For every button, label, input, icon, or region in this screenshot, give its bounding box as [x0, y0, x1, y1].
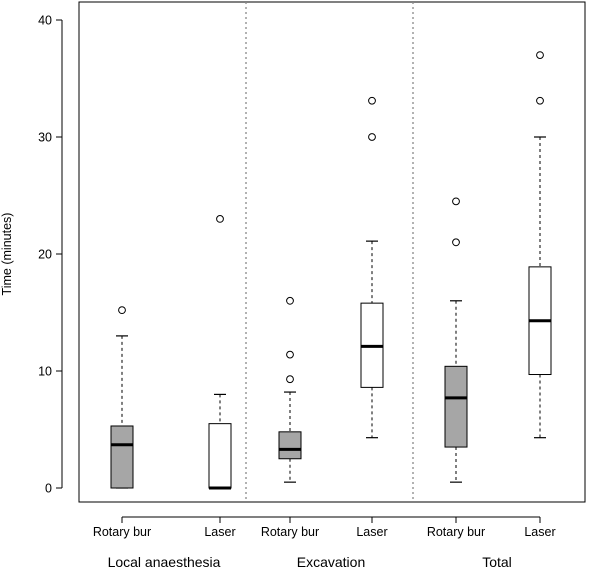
y-tick-label: 0 — [45, 482, 52, 496]
y-tick-label: 10 — [38, 365, 52, 379]
y-tick-label: 30 — [38, 131, 52, 145]
outlier-point — [536, 51, 544, 59]
outlier-point — [452, 197, 460, 206]
x-tick-label: Laser — [524, 525, 555, 539]
outlier-point — [286, 375, 294, 384]
x-tick-label: Laser — [356, 525, 387, 539]
box — [110, 425, 134, 489]
outlier-point — [286, 350, 294, 359]
y-tick-label: 20 — [38, 248, 52, 262]
x-tick-label: Rotary bur — [261, 525, 319, 539]
x-tick-label: Rotary bur — [427, 525, 485, 539]
y-axis-label: Time (minutes) — [0, 213, 14, 296]
outlier-point — [216, 215, 224, 223]
box — [444, 365, 468, 448]
outlier-point — [368, 96, 376, 105]
outlier-point — [118, 306, 126, 315]
box — [208, 423, 232, 489]
outlier-point — [286, 296, 294, 305]
x-tick-label: Rotary bur — [93, 525, 151, 539]
outlier-point — [536, 96, 544, 105]
y-tick-label: 40 — [38, 14, 52, 28]
group-label: Total — [482, 554, 512, 568]
group-label: Local anaesthesia — [108, 554, 221, 568]
outlier-point — [368, 133, 376, 141]
plot-frame — [78, 1, 586, 503]
outlier-point — [452, 238, 460, 247]
box — [278, 431, 302, 460]
group-label: Excavation — [297, 554, 365, 568]
x-tick-label: Laser — [204, 525, 235, 539]
